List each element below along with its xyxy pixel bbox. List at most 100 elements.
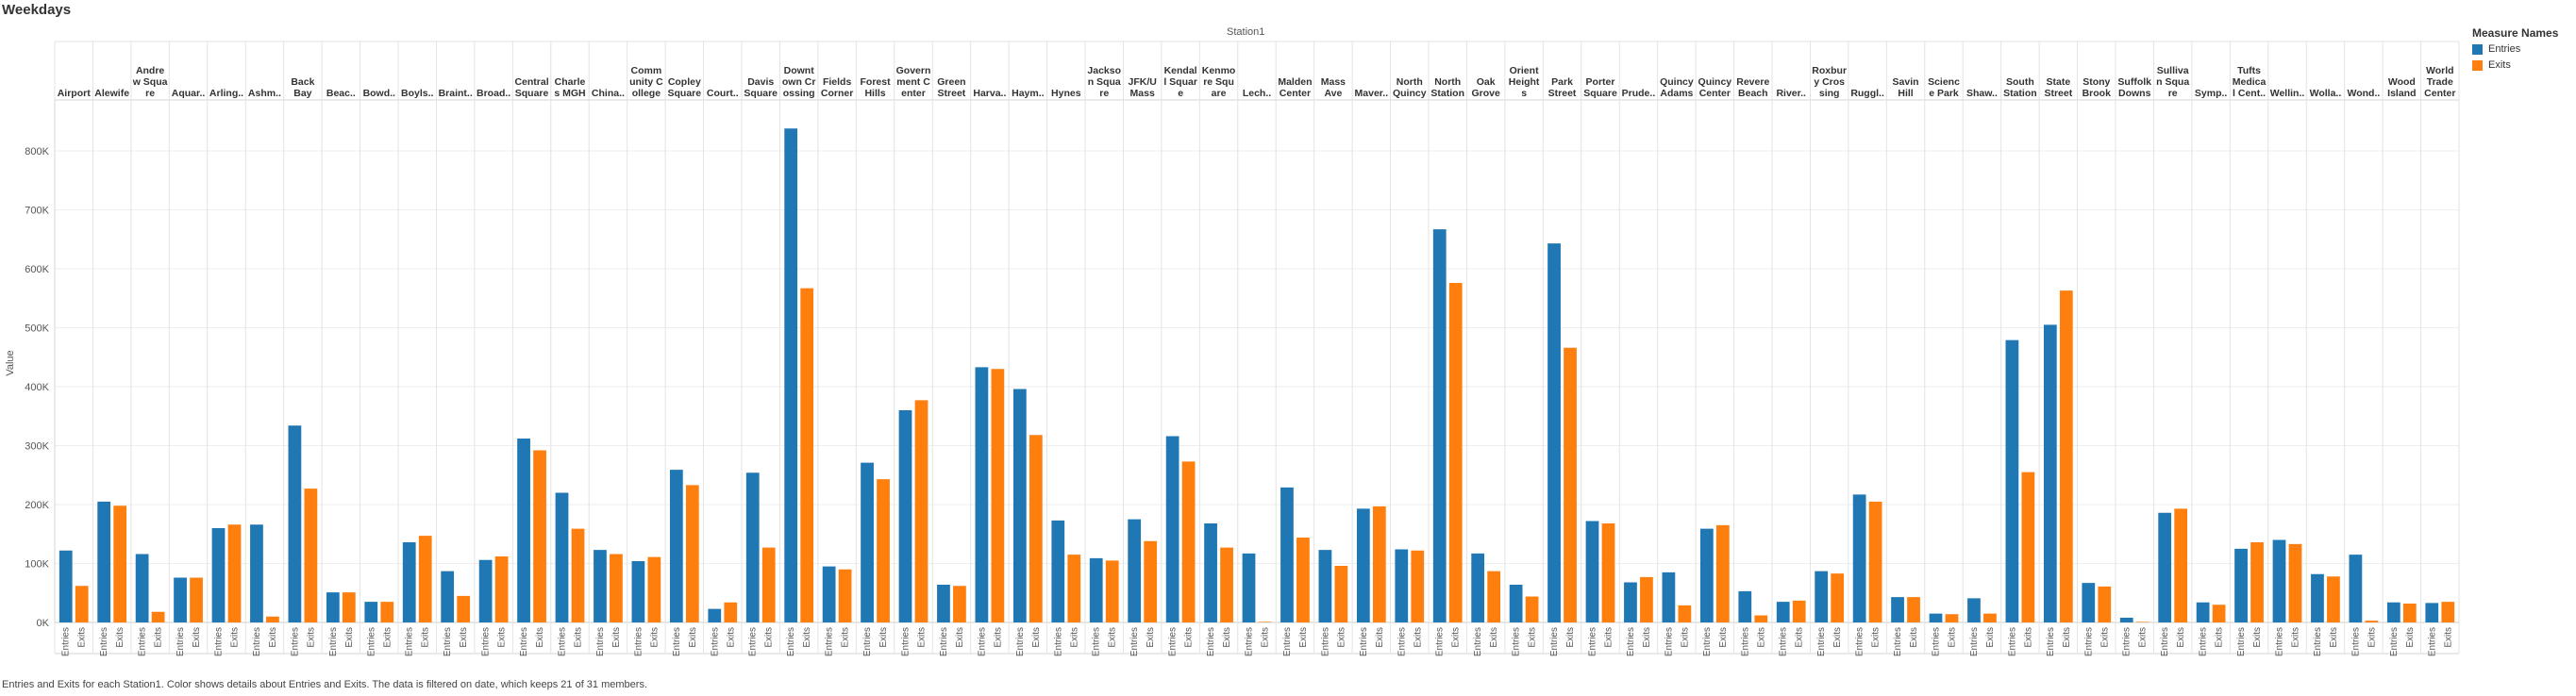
- bar-entries[interactable]: [1967, 598, 1981, 622]
- bar-exits[interactable]: [2250, 542, 2264, 622]
- bar-exits[interactable]: [1220, 547, 1233, 622]
- bar-exits[interactable]: [838, 569, 852, 622]
- bar-exits[interactable]: [227, 524, 242, 622]
- bar-entries[interactable]: [1356, 508, 1370, 622]
- bar-entries[interactable]: [1547, 243, 1561, 622]
- bar-exits[interactable]: [457, 595, 471, 622]
- bar-exits[interactable]: [342, 592, 356, 622]
- bar-entries[interactable]: [2082, 583, 2096, 622]
- bar-exits[interactable]: [1792, 600, 1806, 622]
- bar-exits[interactable]: [1868, 501, 1882, 622]
- bar-exits[interactable]: [2021, 472, 2035, 622]
- bar-entries[interactable]: [402, 542, 416, 622]
- bar-entries[interactable]: [2349, 555, 2363, 622]
- bar-entries[interactable]: [1280, 487, 1294, 622]
- bar-entries[interactable]: [1852, 494, 1866, 622]
- bar-entries[interactable]: [59, 550, 73, 622]
- bar-entries[interactable]: [1165, 436, 1179, 623]
- bar-exits[interactable]: [2441, 602, 2455, 622]
- bar-entries[interactable]: [975, 367, 989, 622]
- bar-entries[interactable]: [364, 602, 378, 622]
- bar-exits[interactable]: [1105, 560, 1119, 622]
- bar-exits[interactable]: [2327, 576, 2340, 622]
- bar-entries[interactable]: [708, 608, 722, 622]
- bar-exits[interactable]: [2059, 290, 2073, 622]
- bar-entries[interactable]: [1738, 590, 1752, 622]
- bar-exits[interactable]: [2098, 586, 2112, 622]
- bar-entries[interactable]: [250, 524, 263, 622]
- bar-exits[interactable]: [1411, 550, 1425, 622]
- bar-entries[interactable]: [669, 470, 683, 622]
- bar-entries[interactable]: [2311, 573, 2324, 622]
- bar-entries[interactable]: [2234, 548, 2248, 622]
- bar-exits[interactable]: [2402, 604, 2417, 622]
- bar-entries[interactable]: [898, 410, 912, 622]
- bar-entries[interactable]: [1929, 613, 1943, 622]
- bar-exits[interactable]: [1372, 505, 1386, 622]
- bar-entries[interactable]: [1204, 523, 1217, 622]
- bar-exits[interactable]: [1525, 596, 1539, 623]
- bar-entries[interactable]: [2158, 512, 2172, 622]
- bar-exits[interactable]: [151, 611, 165, 622]
- bar-exits[interactable]: [2365, 621, 2379, 622]
- bar-exits[interactable]: [571, 528, 585, 622]
- bar-exits[interactable]: [1640, 576, 1653, 622]
- bar-exits[interactable]: [1831, 573, 1845, 622]
- bar-entries[interactable]: [1624, 582, 1637, 623]
- bar-exits[interactable]: [380, 602, 394, 622]
- bar-exits[interactable]: [800, 288, 814, 622]
- bar-entries[interactable]: [1699, 528, 1714, 622]
- bar-entries[interactable]: [174, 577, 187, 623]
- bar-exits[interactable]: [610, 554, 623, 623]
- bar-entries[interactable]: [1815, 571, 1829, 622]
- bar-entries[interactable]: [937, 585, 950, 622]
- bar-entries[interactable]: [1471, 553, 1485, 622]
- bar-exits[interactable]: [1067, 555, 1081, 622]
- bar-exits[interactable]: [685, 485, 699, 622]
- bar-exits[interactable]: [2288, 543, 2302, 622]
- bar-entries[interactable]: [1128, 519, 1142, 622]
- bar-entries[interactable]: [2005, 340, 2019, 622]
- bar-exits[interactable]: [1754, 615, 1768, 623]
- bar-entries[interactable]: [1585, 521, 1599, 623]
- bar-exits[interactable]: [1258, 621, 1272, 622]
- bar-exits[interactable]: [991, 369, 1005, 622]
- bar-exits[interactable]: [113, 505, 127, 622]
- bar-exits[interactable]: [1334, 566, 1348, 622]
- bar-entries[interactable]: [861, 462, 874, 622]
- bar-entries[interactable]: [1242, 553, 1256, 622]
- bar-entries[interactable]: [2386, 602, 2400, 622]
- bar-entries[interactable]: [517, 439, 530, 622]
- bar-exits[interactable]: [1907, 597, 1920, 622]
- bar-exits[interactable]: [1678, 605, 1692, 622]
- bar-entries[interactable]: [1662, 572, 1676, 622]
- bar-entries[interactable]: [478, 559, 493, 622]
- bar-entries[interactable]: [555, 492, 569, 623]
- bar-exits[interactable]: [1945, 614, 1959, 622]
- bar-exits[interactable]: [304, 489, 318, 622]
- bar-entries[interactable]: [2272, 539, 2286, 623]
- bar-entries[interactable]: [1089, 557, 1103, 622]
- bar-exits[interactable]: [1487, 571, 1501, 622]
- bar-entries[interactable]: [2119, 618, 2133, 622]
- bar-exits[interactable]: [75, 586, 89, 622]
- bar-entries[interactable]: [1395, 549, 1409, 623]
- bar-entries[interactable]: [2043, 324, 2057, 622]
- bar-exits[interactable]: [1296, 538, 1310, 622]
- bar-entries[interactable]: [1432, 229, 1447, 622]
- legend-item-exits[interactable]: Exits: [2472, 59, 2558, 71]
- bar-exits[interactable]: [761, 547, 776, 622]
- bar-entries[interactable]: [288, 425, 302, 622]
- bar-exits[interactable]: [533, 450, 546, 623]
- bar-exits[interactable]: [877, 479, 890, 622]
- bar-entries[interactable]: [631, 561, 645, 622]
- bar-exits[interactable]: [2212, 605, 2226, 622]
- bar-entries[interactable]: [1776, 602, 1790, 622]
- bar-entries[interactable]: [784, 128, 798, 622]
- legend-item-entries[interactable]: Entries: [2472, 43, 2558, 55]
- bar-entries[interactable]: [1509, 585, 1523, 622]
- bar-exits[interactable]: [953, 586, 966, 622]
- bar-exits[interactable]: [1181, 461, 1196, 622]
- bar-exits[interactable]: [1144, 540, 1158, 622]
- bar-entries[interactable]: [441, 571, 455, 622]
